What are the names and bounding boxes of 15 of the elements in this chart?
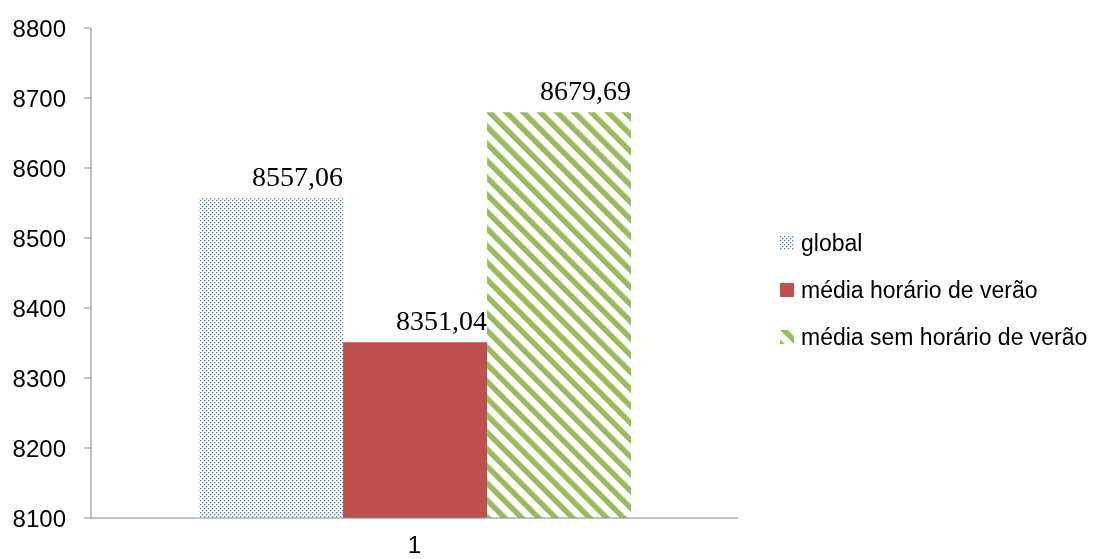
legend-label: global (801, 229, 863, 257)
data-label: 8557,06 (252, 161, 344, 193)
y-tick-label: 8100 (12, 504, 66, 532)
data-label: 8351,04 (396, 305, 488, 337)
x-tick-label: 1 (407, 531, 422, 559)
legend-label: média horário de verão (801, 276, 1038, 304)
data-label: 8679,69 (540, 75, 632, 107)
y-tick-label: 8200 (12, 434, 66, 462)
y-tick-label: 8600 (12, 154, 66, 182)
y-tick-label: 8800 (12, 14, 66, 42)
legend-label: média sem horário de verão (801, 323, 1088, 351)
y-tick-label: 8400 (12, 294, 66, 322)
y-tick-label: 8700 (12, 84, 66, 112)
y-tick-label: 8300 (12, 364, 66, 392)
y-tick-label: 8500 (12, 224, 66, 252)
